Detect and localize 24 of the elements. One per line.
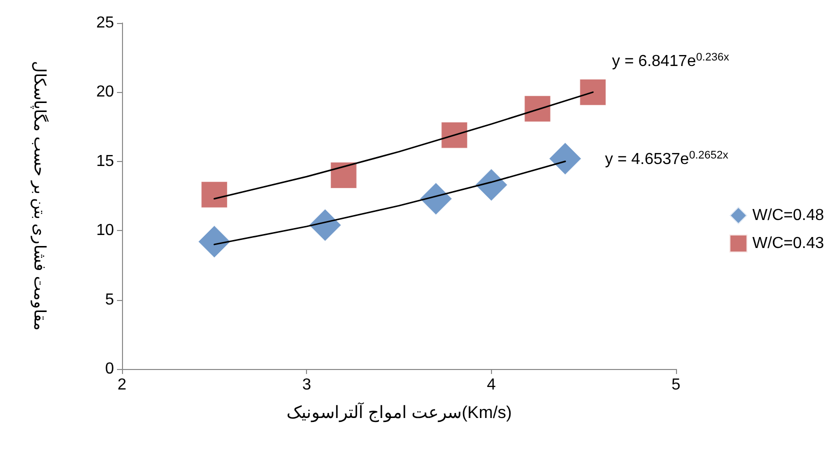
- point: [580, 78, 606, 106]
- point: [198, 225, 231, 258]
- x-tick-label: 2: [118, 376, 127, 394]
- y-tick-label: 20: [96, 84, 114, 101]
- point: [308, 208, 342, 242]
- y-tick-label: 15: [96, 152, 114, 170]
- legend-label: W/C=0.43: [752, 235, 824, 252]
- x-tick-label: 4: [486, 376, 496, 394]
- y-tick-label: 10: [96, 222, 114, 240]
- y-axis-title: مقاومت فشاری بتن بر حسب مگاپاسکال: [30, 60, 50, 332]
- x-tick-label: 3: [302, 376, 312, 394]
- x-axis-title: سرعت امواج آلتراسونیک(Km/s): [286, 401, 512, 423]
- legend-label: W/C=0.48: [752, 207, 824, 224]
- point: [420, 182, 452, 216]
- y-tick-label: 5: [105, 291, 114, 308]
- x-tick-label: 5: [672, 376, 681, 394]
- point: [441, 122, 468, 148]
- y-tick-label: 25: [96, 14, 114, 32]
- point: [548, 142, 582, 175]
- y-tick-label: 0: [105, 360, 114, 378]
- point: [201, 181, 228, 208]
- point: [524, 96, 551, 122]
- point: [475, 168, 508, 202]
- point: [330, 162, 357, 188]
